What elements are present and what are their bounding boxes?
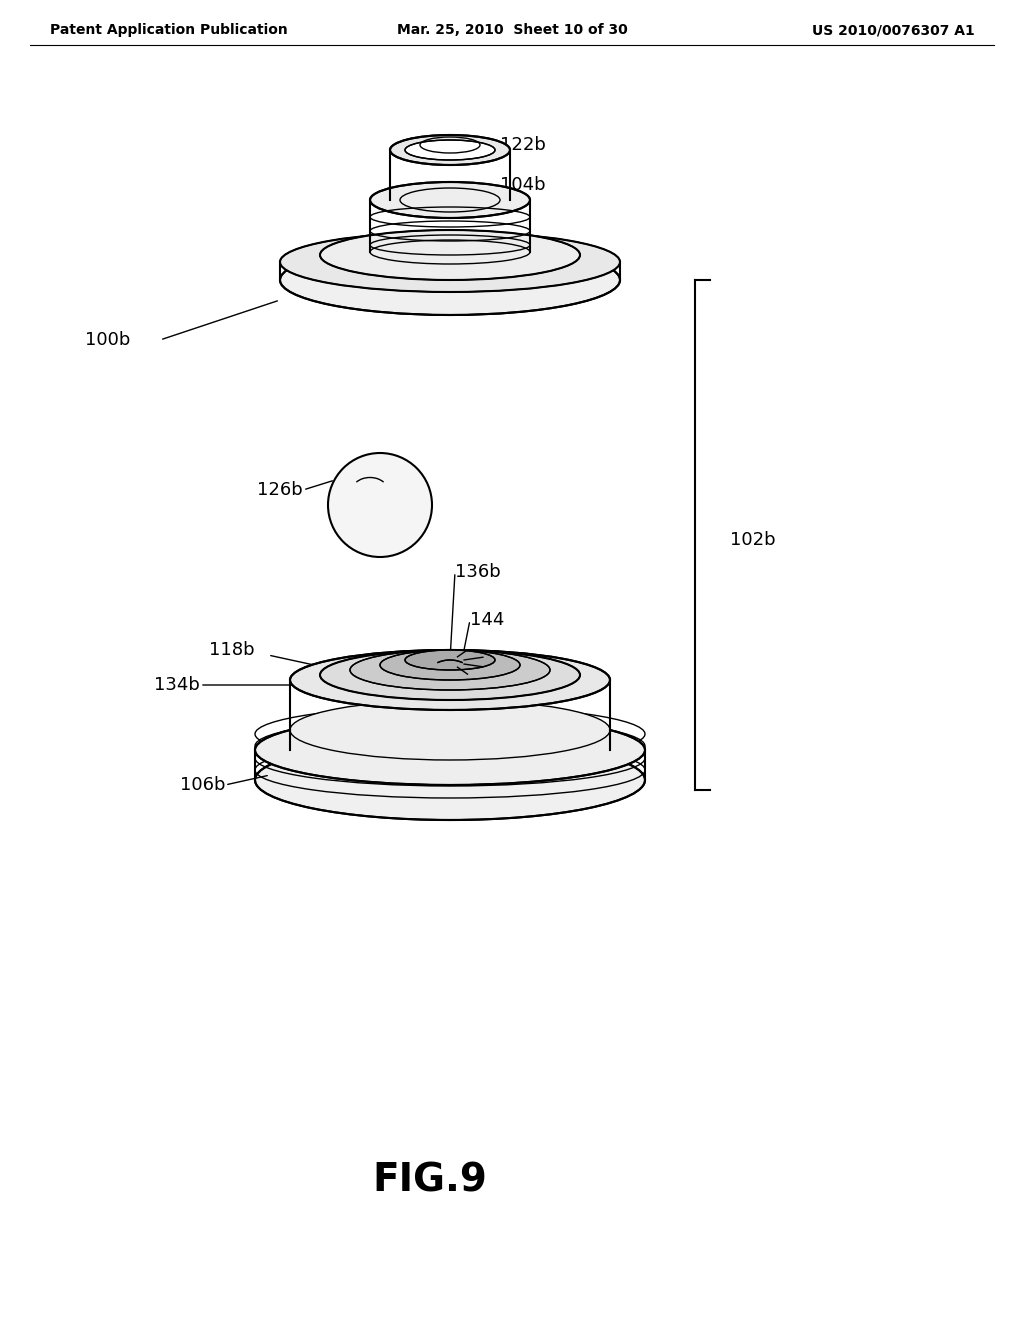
Ellipse shape	[255, 715, 645, 785]
Ellipse shape	[380, 649, 520, 680]
Text: FIG.9: FIG.9	[373, 1162, 487, 1199]
Text: 122b: 122b	[500, 136, 546, 154]
Text: 134b: 134b	[155, 676, 200, 694]
Text: Mar. 25, 2010  Sheet 10 of 30: Mar. 25, 2010 Sheet 10 of 30	[396, 22, 628, 37]
Ellipse shape	[406, 649, 495, 671]
Text: 144: 144	[470, 611, 505, 630]
Text: 118b: 118b	[209, 642, 255, 659]
Ellipse shape	[290, 700, 610, 760]
Ellipse shape	[319, 230, 580, 280]
Text: 106b: 106b	[179, 776, 225, 795]
Ellipse shape	[350, 649, 550, 690]
Ellipse shape	[370, 182, 530, 218]
Text: Patent Application Publication: Patent Application Publication	[50, 22, 288, 37]
Text: 100b: 100b	[85, 331, 130, 348]
Text: US 2010/0076307 A1: US 2010/0076307 A1	[812, 22, 975, 37]
Ellipse shape	[319, 649, 580, 700]
Ellipse shape	[290, 649, 610, 710]
Ellipse shape	[280, 232, 620, 292]
Circle shape	[328, 453, 432, 557]
Text: 136b: 136b	[455, 564, 501, 581]
Text: 104b: 104b	[500, 176, 546, 194]
Ellipse shape	[280, 246, 620, 315]
Ellipse shape	[406, 140, 495, 160]
Text: 102b: 102b	[730, 531, 775, 549]
Ellipse shape	[370, 240, 530, 264]
Ellipse shape	[390, 135, 510, 165]
Text: 126b: 126b	[257, 480, 303, 499]
Ellipse shape	[255, 741, 645, 820]
